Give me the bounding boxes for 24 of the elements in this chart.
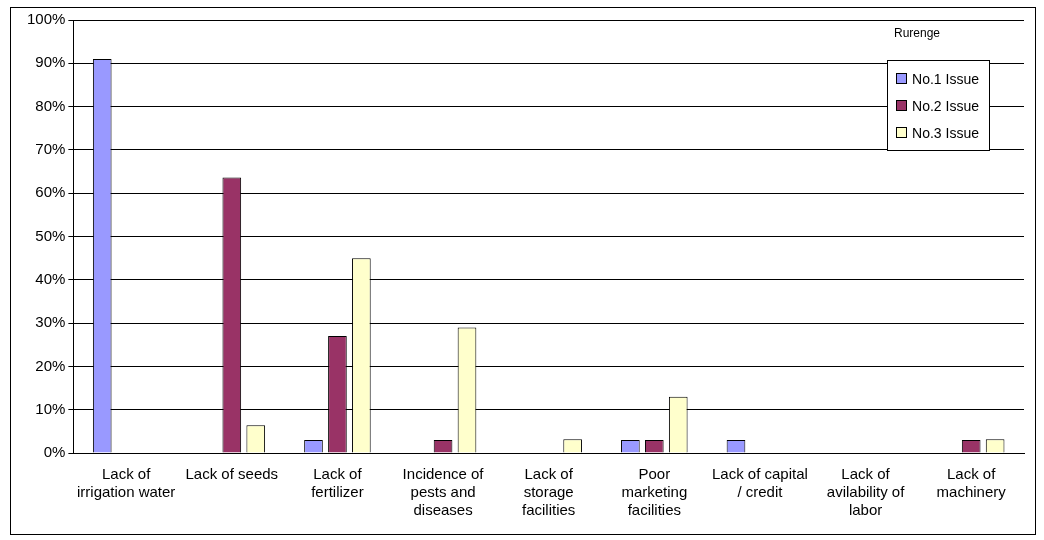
y-tick-label: 90%	[35, 53, 66, 71]
x-tick-label: Incidence of pests and diseases	[402, 465, 485, 519]
x-tick-label: Lack of irrigation water	[76, 465, 176, 501]
y-tick-label: 40%	[35, 269, 66, 287]
x-tick-label: Lack of fertilizer	[311, 465, 364, 501]
y-tick-label: 100%	[26, 10, 66, 28]
y-tick-label: 60%	[35, 183, 66, 201]
x-tick-label: Poor marketing facilities	[621, 465, 688, 519]
y-tick-label: 30%	[35, 313, 66, 331]
y-tick-label: 70%	[35, 140, 66, 158]
x-tick-label: Lack of seeds	[185, 465, 279, 483]
legend-title: Rurenge	[893, 26, 940, 40]
x-tick-label: Lack of capital / credit	[711, 465, 808, 501]
x-tick-label: Lack of storage facilities	[522, 465, 576, 519]
legend-label: No.1 Issue	[912, 70, 979, 87]
x-tick-label: Lack of avilability of labor	[826, 465, 906, 519]
legend-label: No.2 Issue	[912, 97, 979, 114]
y-tick-label: 50%	[35, 226, 66, 244]
legend-label: No.3 Issue	[912, 124, 979, 141]
y-tick-label: 80%	[35, 96, 66, 114]
y-tick-label: 10%	[35, 399, 66, 417]
y-tick-label: 20%	[35, 356, 66, 374]
y-tick-label: 0%	[43, 443, 66, 461]
x-tick-label: Lack of machinery	[936, 465, 1007, 501]
